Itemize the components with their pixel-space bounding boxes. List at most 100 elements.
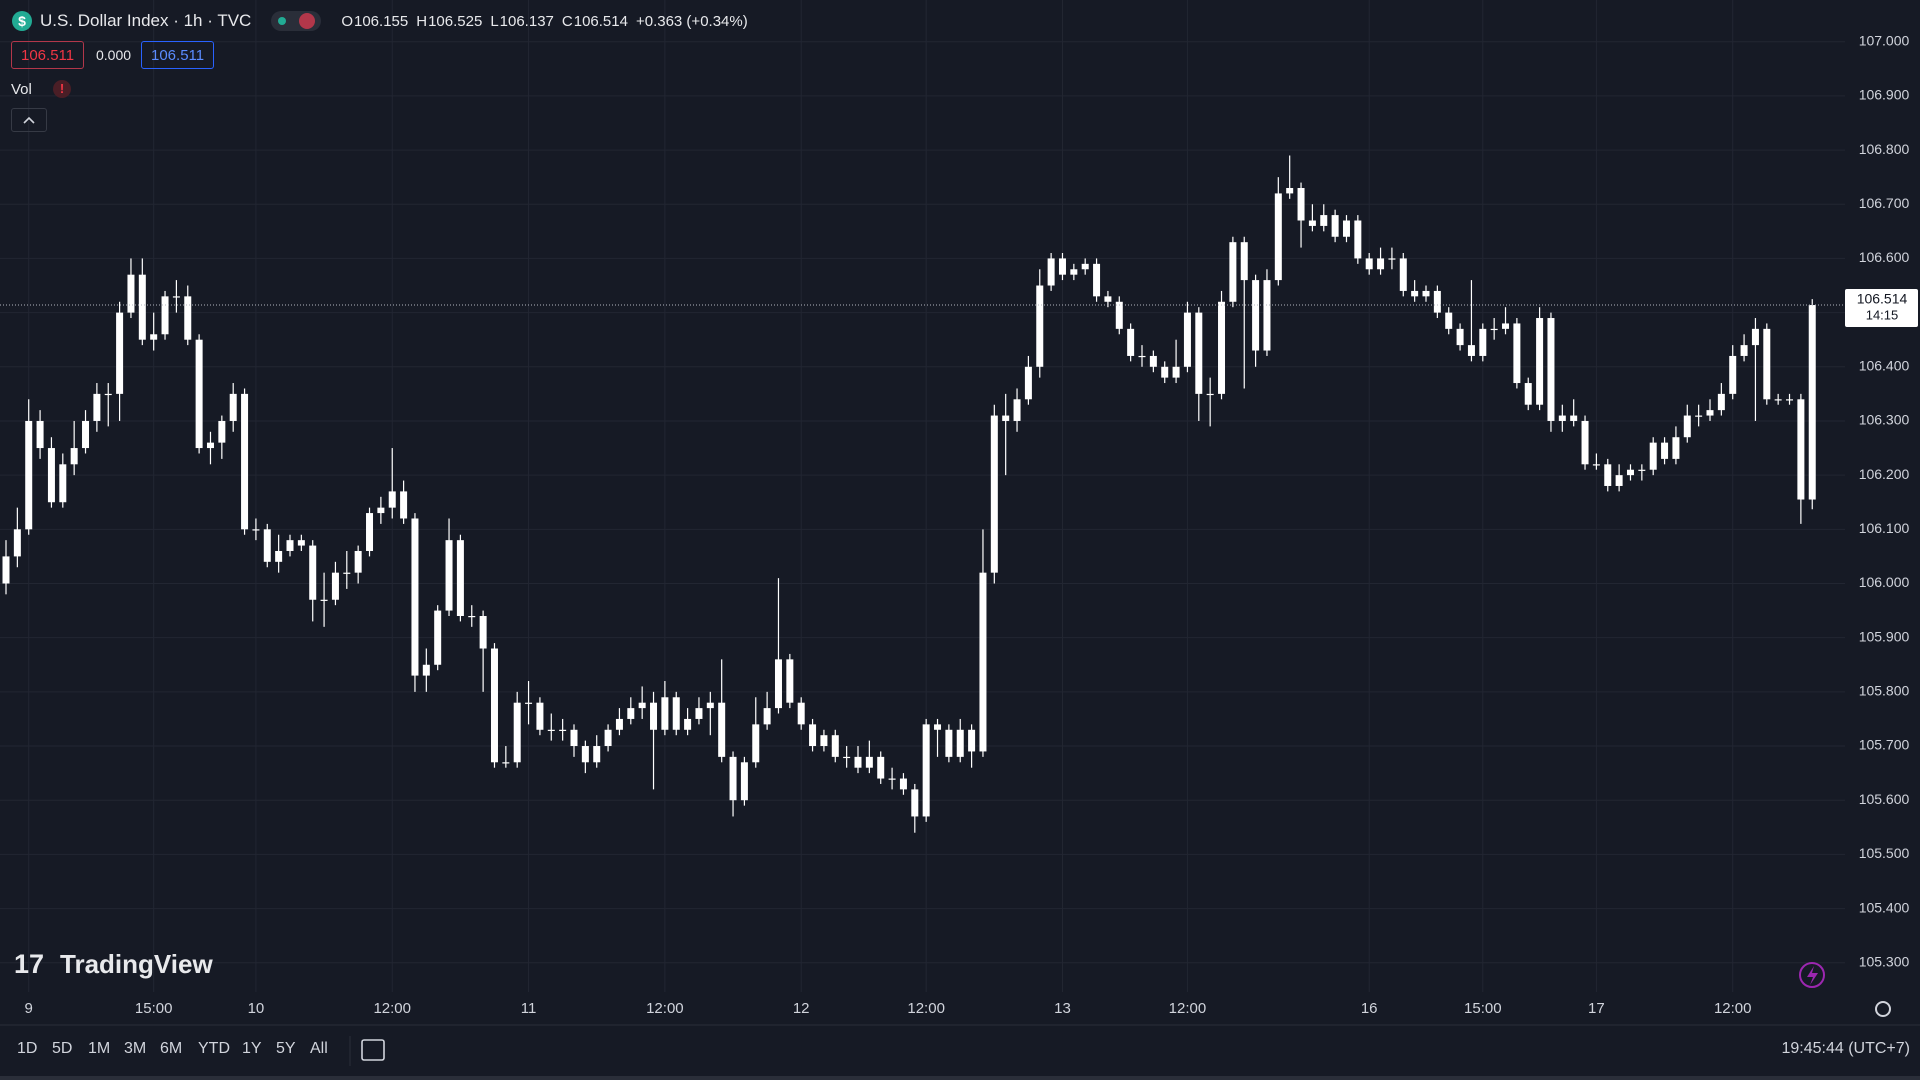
symbol-header: $ U.S. Dollar Index · 1h · TVC O106.155 H… [12, 8, 748, 34]
candle-body [422, 664, 430, 676]
countdown-label: 14:15 [1866, 307, 1899, 322]
candle-body [263, 529, 271, 562]
candle-body [218, 420, 226, 443]
collapse-button[interactable] [11, 108, 47, 132]
candle-body [877, 756, 885, 779]
candle-body [729, 756, 737, 801]
candle-body [1706, 410, 1714, 416]
range-button[interactable]: 5Y [276, 1040, 296, 1057]
candle-body [1058, 258, 1066, 275]
ohlc-value: 106.525 [428, 12, 483, 30]
ohlc-label: C [561, 12, 573, 30]
candle-body [1320, 215, 1328, 226]
candle-body [1456, 328, 1464, 346]
candle-body [1411, 290, 1419, 297]
candle-body [411, 518, 419, 676]
candle-body [434, 610, 442, 665]
candle-body [13, 529, 21, 557]
candle-body [1183, 312, 1191, 367]
candle-body [1013, 399, 1021, 421]
candle-body [774, 659, 782, 709]
candle-body [979, 572, 987, 752]
change: +0.363 (+0.34%) [635, 12, 748, 30]
spread: 0.000 [96, 47, 132, 63]
range-button[interactable]: 1M [88, 1040, 111, 1057]
last-price-label: 106.514 [1857, 291, 1908, 307]
candle-body [1808, 305, 1816, 500]
range-button[interactable]: All [310, 1040, 328, 1057]
range-button[interactable]: YTD [198, 1040, 230, 1057]
range-button[interactable]: 5D [52, 1040, 73, 1057]
candle-body [1388, 258, 1396, 260]
candle-body [1127, 328, 1135, 356]
candle-body [1240, 242, 1248, 281]
ohlc-item: O106.155 [341, 13, 408, 30]
candle-body [1604, 464, 1612, 486]
candles [0, 155, 1845, 833]
candle-body [1115, 301, 1123, 329]
lightning-button[interactable] [1799, 962, 1825, 988]
range-button[interactable]: 6M [160, 1040, 183, 1057]
candle-body [581, 746, 589, 763]
candle-body [525, 702, 533, 704]
grid [0, 0, 1845, 992]
candle-body [1297, 187, 1305, 221]
settings-button[interactable] [1875, 1001, 1891, 1017]
candle-body [1638, 469, 1646, 471]
candle-body [172, 296, 180, 298]
market-status[interactable] [271, 11, 322, 31]
range-button[interactable]: 1Y [242, 1040, 262, 1057]
candle-body [229, 393, 237, 421]
candle-body [820, 735, 828, 747]
candle-body [1570, 415, 1578, 421]
axes: 105.300 105.400 105.500 105.600 105.700 105.8… [25, 32, 1918, 1017]
x-tick-label: 13 [1054, 1000, 1071, 1017]
candle-body [1422, 290, 1430, 297]
candle-body [945, 729, 953, 757]
y-tick-label: 106.700 [1859, 195, 1910, 211]
candle-body [1206, 393, 1214, 396]
candle-body [1024, 366, 1032, 400]
bid-button[interactable]: 106.511 [11, 41, 85, 69]
candle-body [1626, 469, 1634, 476]
candle-body [1558, 415, 1566, 421]
symbol-title[interactable]: U.S. Dollar Index · 1h · TVC [40, 11, 252, 30]
x-tick-label: 12:00 [646, 1000, 684, 1017]
candle-body [286, 540, 294, 551]
candle-body [104, 393, 112, 396]
candle-body [502, 762, 510, 764]
ohlc-label: O [341, 12, 353, 30]
logo: TradingView [60, 949, 213, 979]
y-tick-label: 106.400 [1859, 357, 1910, 373]
candle-body [547, 729, 555, 731]
candle-body [661, 697, 669, 730]
candle-body [809, 724, 817, 747]
candle-body [1547, 318, 1555, 421]
candle-body [740, 762, 748, 801]
candle-body [1751, 328, 1759, 346]
logo-icon: 17 [14, 949, 44, 979]
candle-body [252, 529, 260, 531]
ask-button[interactable]: 106.511 [141, 41, 215, 69]
y-tick-label: 107.000 [1859, 32, 1910, 48]
candle-body [1774, 399, 1782, 401]
candle-body [1524, 383, 1532, 405]
date-range-button[interactable] [361, 1039, 385, 1061]
candle-body [1149, 355, 1157, 367]
candle-body [195, 339, 203, 449]
candle-body [297, 540, 305, 546]
clock[interactable]: 19:45:44 (UTC+7) [1781, 1040, 1910, 1057]
y-tick-label: 106.800 [1859, 141, 1910, 157]
ohlc-item: H106.525 [416, 13, 482, 30]
range-button[interactable]: 3M [124, 1040, 147, 1057]
collapse-icon [23, 116, 35, 124]
candle-body [1695, 415, 1703, 417]
candle-body [934, 724, 942, 730]
candle-body [161, 296, 169, 335]
status-icon [298, 13, 315, 29]
indicator-alert[interactable]: ! [53, 80, 71, 98]
indicator-name[interactable]: Vol [11, 81, 32, 98]
candle-body [1399, 258, 1407, 291]
range-button[interactable]: 1D [17, 1040, 38, 1057]
x-tick-label: 17 [1588, 1000, 1605, 1017]
